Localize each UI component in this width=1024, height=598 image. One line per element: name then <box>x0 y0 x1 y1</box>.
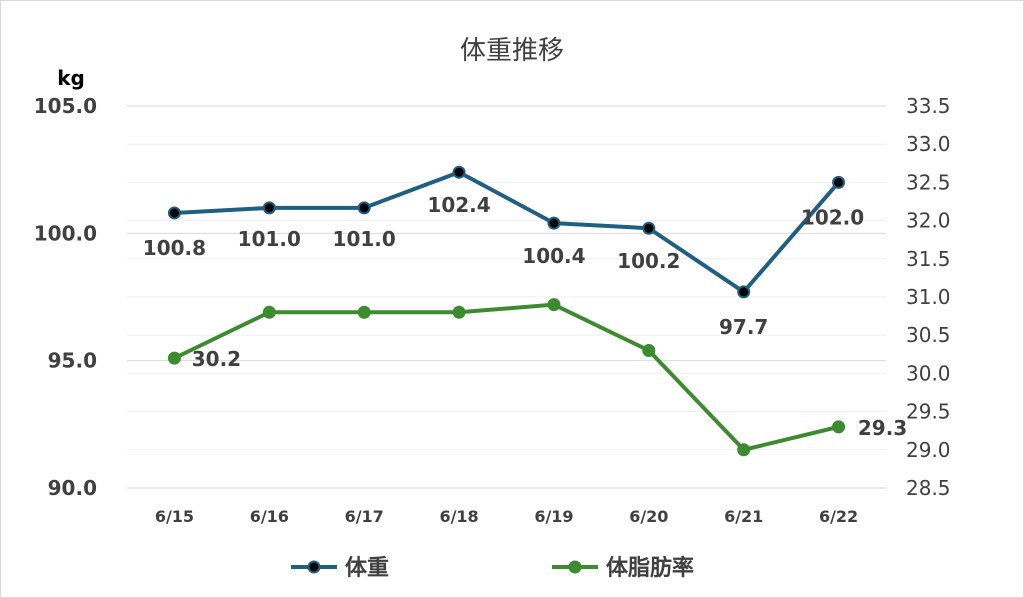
weight-data-label: 102.0 <box>801 205 864 229</box>
right-tick-label: 33.5 <box>906 94 951 118</box>
body-fat-point <box>832 420 846 434</box>
body-fat-series-line <box>173 302 840 452</box>
right-tick-label: 30.5 <box>906 323 951 347</box>
body-fat-data-label: 30.2 <box>192 347 241 371</box>
right-tick-label: 31.5 <box>906 247 951 271</box>
left-axis-ticks: 90.0 95.0 100.0 105.0 <box>34 94 97 500</box>
right-tick-label: 33.0 <box>906 132 951 156</box>
weight-point <box>357 201 371 215</box>
legend-weight-label: 体重 <box>345 556 389 581</box>
weight-data-label: 101.0 <box>333 227 396 251</box>
series-layer <box>167 165 846 457</box>
x-tick-label: 6/17 <box>345 507 384 526</box>
weight-data-label: 100.2 <box>617 249 680 273</box>
x-tick-label: 6/20 <box>629 507 668 526</box>
x-tick-label: 6/18 <box>439 507 478 526</box>
legend: 体重 体脂肪率 <box>291 555 694 581</box>
legend-weight-marker <box>307 560 321 574</box>
x-tick-label: 6/22 <box>819 507 858 526</box>
x-tick-label: 6/15 <box>155 507 194 526</box>
body-fat-point <box>642 343 656 357</box>
left-tick-label: 100.0 <box>34 221 97 245</box>
right-tick-label: 32.5 <box>906 170 951 194</box>
weight-series-line <box>174 170 841 294</box>
body-fat-point <box>167 351 181 365</box>
right-tick-label: 30.0 <box>906 361 951 385</box>
weight-point <box>737 285 751 299</box>
grid-layer <box>127 105 886 489</box>
x-tick-label: 6/16 <box>250 507 289 526</box>
weight-data-label: 101.0 <box>238 227 301 251</box>
body-fat-point <box>547 298 561 312</box>
left-tick-label: 90.0 <box>48 476 97 500</box>
right-tick-label: 31.0 <box>906 285 951 309</box>
legend-body-fat-label: 体脂肪率 <box>606 555 694 581</box>
legend-item-weight: 体重 <box>291 556 389 581</box>
body-fat-point <box>262 305 276 319</box>
body-fat-data-label: 29.3 <box>858 416 907 440</box>
weight-point <box>167 206 181 220</box>
data-label-layer: 100.8 101.0 101.0 102.4 100.4 100.2 97.7 102.0 3… <box>143 193 907 440</box>
body-fat-point <box>452 305 466 319</box>
x-axis-ticks: 6/15 6/16 6/17 6/18 6/19 6/20 6/21 6/22 <box>155 507 858 526</box>
body-fat-point <box>357 305 371 319</box>
right-tick-label: 32.0 <box>906 209 951 233</box>
weight-data-label: 102.4 <box>427 193 490 217</box>
left-tick-label: 105.0 <box>34 94 97 118</box>
right-tick-label: 29.5 <box>906 400 951 424</box>
weight-data-label: 100.4 <box>522 244 585 268</box>
chart-title: 体重推移 <box>460 36 564 66</box>
weight-point <box>832 175 846 189</box>
y-axis-unit-label: kg <box>57 66 85 90</box>
weight-data-label: 100.8 <box>143 236 206 260</box>
weight-point <box>262 201 276 215</box>
weight-point <box>547 216 561 230</box>
right-tick-label: 28.5 <box>906 476 951 500</box>
x-tick-label: 6/19 <box>534 507 573 526</box>
x-tick-label: 6/21 <box>724 507 763 526</box>
weight-point <box>642 221 656 235</box>
left-tick-label: 95.0 <box>48 349 97 373</box>
weight-data-label: 97.7 <box>719 315 768 339</box>
legend-body-fat-marker <box>568 560 582 574</box>
legend-item-body-fat: 体脂肪率 <box>552 555 694 581</box>
right-tick-label: 29.0 <box>906 438 951 462</box>
right-axis-ticks: 28.5 29.0 29.5 30.0 30.5 31.0 31.5 32.0 32.5 33.0… <box>906 94 951 500</box>
weight-point <box>452 165 466 179</box>
body-fat-point <box>737 443 751 457</box>
